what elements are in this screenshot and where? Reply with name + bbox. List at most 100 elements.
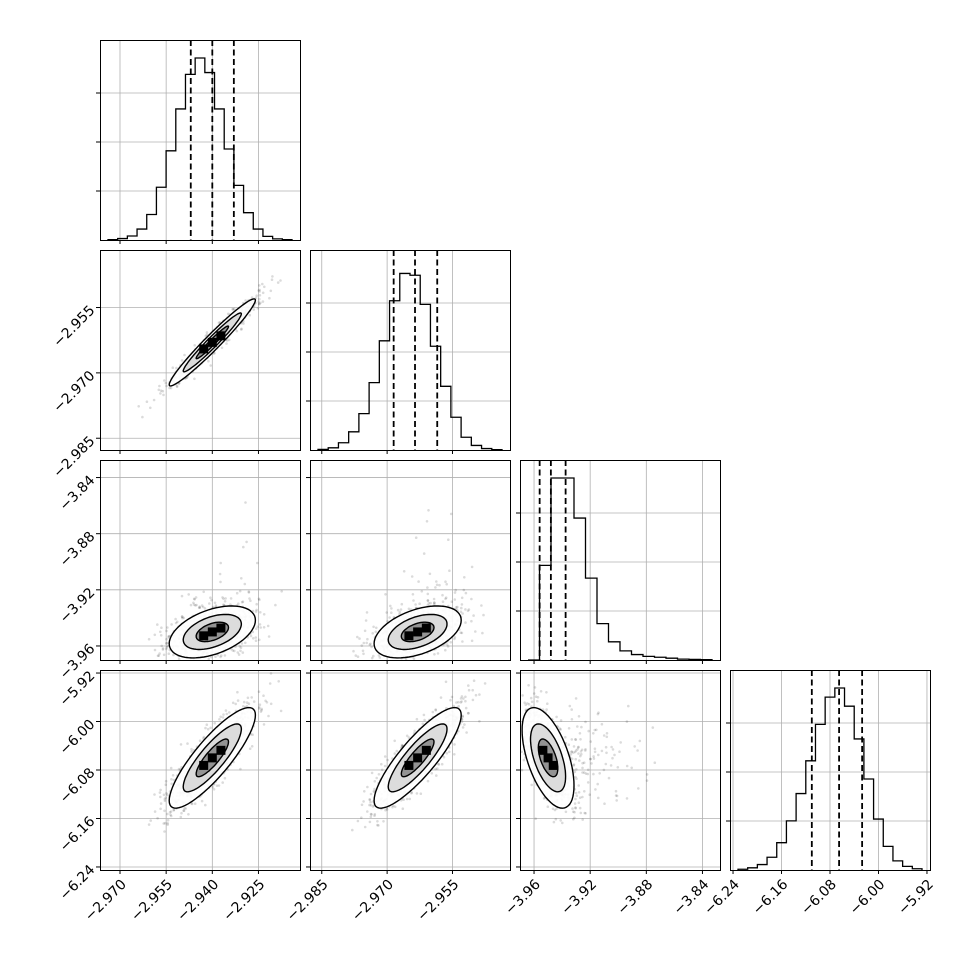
scatter-point [417, 580, 420, 583]
scatter-point [360, 644, 364, 647]
scatter-point [255, 608, 258, 612]
scatter-point [228, 711, 231, 714]
density-peak [413, 753, 423, 763]
scatter-point [164, 783, 168, 786]
scatter-point [267, 635, 271, 638]
scatter-point [402, 570, 406, 573]
scatter-point [449, 698, 452, 702]
scatter-point [602, 768, 606, 772]
density-peak [199, 631, 209, 641]
scatter-point [258, 638, 261, 642]
scatter-point [145, 400, 149, 404]
scatter-point [166, 626, 169, 629]
scatter-point [449, 641, 453, 644]
scatter-point [239, 767, 242, 771]
scatter-point [236, 699, 240, 702]
scatter-point [180, 615, 184, 618]
scatter-point [573, 810, 576, 814]
scatter-point [263, 285, 266, 289]
scatter-point [433, 601, 436, 605]
scatter-point [607, 776, 611, 780]
scatter-point [257, 289, 260, 292]
scatter-point [257, 597, 261, 601]
scatter-point [625, 720, 629, 723]
scatter-point [207, 657, 211, 661]
scatter-point [237, 653, 241, 656]
scatter-point [368, 820, 372, 824]
scatter-point [481, 631, 484, 635]
scatter-point [261, 300, 265, 303]
scatter-point [574, 757, 577, 761]
scatter-point [645, 779, 649, 782]
scatter-point [251, 733, 254, 736]
scatter-point [159, 389, 163, 393]
scatter-point [574, 791, 578, 795]
scatter-point [589, 740, 592, 743]
scatter-point [474, 630, 477, 633]
histogram-4 [737, 687, 923, 870]
scatter-point [261, 282, 264, 286]
scatter-point [363, 629, 367, 633]
scatter-point [164, 381, 168, 385]
scatter-point [356, 819, 360, 823]
scatter-point [242, 322, 245, 325]
scatter-point [545, 691, 548, 694]
density-peak [421, 745, 431, 755]
scatter-point [441, 600, 445, 603]
scatter-point [174, 617, 177, 621]
scatter-point [249, 599, 252, 602]
scatter-point [231, 649, 235, 652]
scatter-point [219, 655, 222, 659]
scatter-point [161, 647, 165, 650]
scatter-point [258, 623, 262, 626]
scatter-point [213, 721, 216, 725]
scatter-point [559, 819, 562, 822]
scatter-point [269, 672, 273, 675]
scatter-point [195, 603, 198, 607]
density-peak [413, 627, 423, 637]
scatter-point [213, 601, 217, 605]
scatter-point [279, 279, 282, 282]
density-peak [207, 627, 217, 637]
scatter-point [193, 377, 196, 381]
scatter-point [210, 655, 213, 659]
scatter-point [257, 690, 261, 693]
density-peak [207, 337, 217, 347]
scatter-point [153, 633, 157, 637]
scatter-point [361, 649, 365, 653]
density-peak [421, 623, 431, 633]
scatter-point [177, 382, 180, 386]
scatter-point [462, 697, 465, 700]
scatter-point [362, 652, 365, 656]
scatter-point [400, 743, 404, 747]
scatter-point [158, 652, 161, 655]
scatter-point [186, 742, 189, 745]
scatter-point [255, 602, 258, 606]
scatter-point [445, 582, 449, 586]
scatter-point [480, 604, 483, 607]
scatter-point [251, 630, 255, 634]
scatter-point [223, 600, 227, 603]
scatter-point [420, 590, 424, 593]
scatter-point [369, 800, 372, 804]
scatter-point [241, 651, 245, 654]
scatter-point [205, 331, 209, 334]
scatter-point [182, 616, 185, 620]
scatter-point [227, 338, 231, 342]
scatter-point [472, 679, 476, 682]
scatter-point [460, 695, 464, 698]
scatter-point [574, 797, 577, 801]
scatter-point [534, 817, 537, 820]
scatter-point [645, 773, 649, 776]
scatter-point [579, 754, 582, 758]
scatter-point [482, 613, 485, 617]
scatter-point [200, 604, 204, 607]
scatter-point [165, 647, 168, 651]
scatter-point [269, 289, 273, 293]
scatter-point [217, 784, 221, 787]
scatter-point [200, 799, 204, 803]
scatter-point [618, 750, 621, 753]
scatter-point [423, 718, 426, 722]
scatter-point [372, 790, 376, 793]
scatter-point [190, 750, 193, 753]
